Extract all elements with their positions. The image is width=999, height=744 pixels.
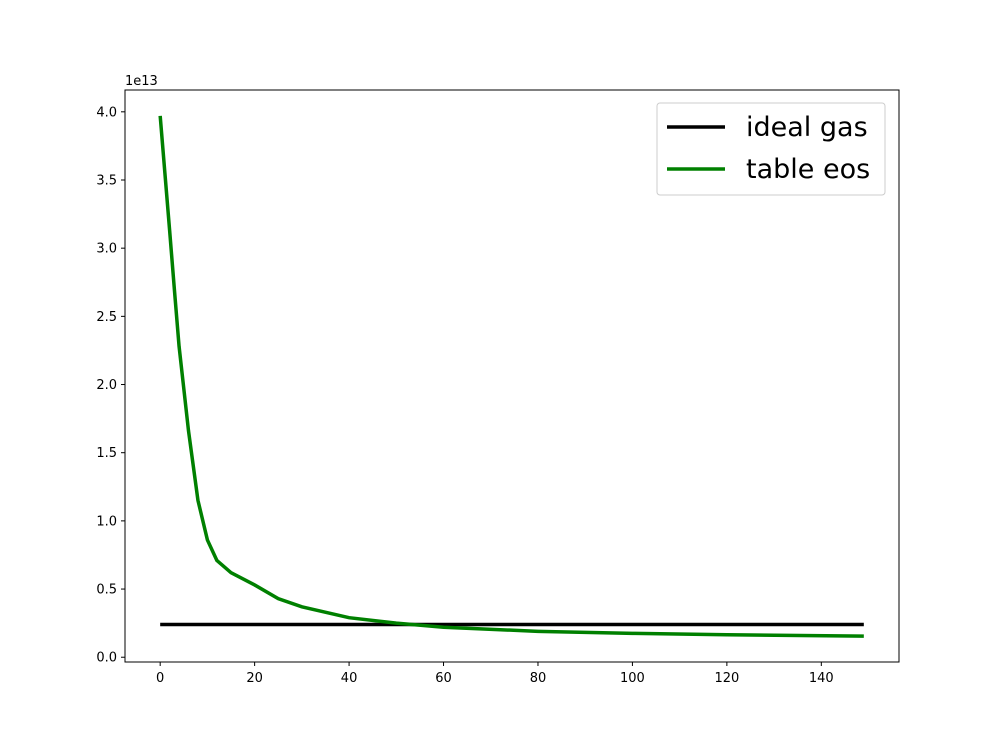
- y-tick-label: 3.5: [96, 173, 117, 188]
- y-tick-label: 1.0: [96, 514, 117, 529]
- y-offset-label: 1e13: [125, 74, 158, 89]
- x-tick-label: 120: [714, 671, 739, 686]
- x-tick-label: 60: [435, 671, 452, 686]
- legend-label: ideal gas: [746, 112, 868, 143]
- series-line: [158, 115, 864, 638]
- y-tick-label: 4.0: [96, 105, 117, 120]
- x-tick-label: 0: [156, 671, 164, 686]
- y-tick-label: 0.0: [96, 651, 117, 666]
- y-tick-label: 1.5: [96, 446, 117, 461]
- x-tick-label: 140: [809, 671, 834, 686]
- plot-frame: [124, 89, 900, 663]
- y-tick-label: 0.5: [96, 583, 117, 598]
- x-tick-label: 20: [246, 671, 263, 686]
- y-tick-label: 3.0: [96, 242, 117, 257]
- y-tick-label: 2.0: [96, 378, 117, 393]
- legend-label: table eos: [746, 154, 870, 185]
- y-tick-label: 2.5: [96, 310, 117, 325]
- x-tick-label: 100: [620, 671, 645, 686]
- x-tick-label: 40: [341, 671, 358, 686]
- x-tick-label: 80: [530, 671, 547, 686]
